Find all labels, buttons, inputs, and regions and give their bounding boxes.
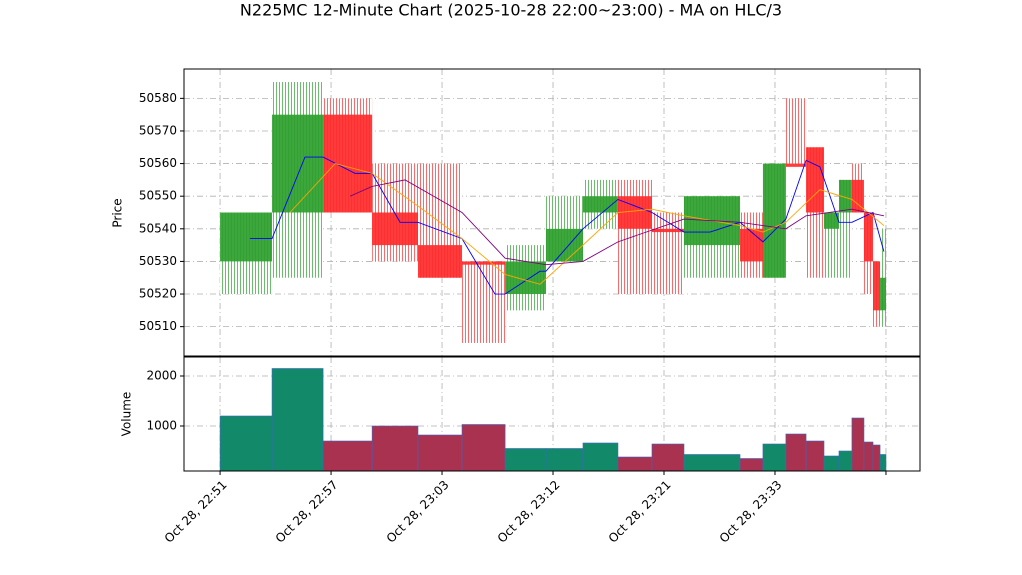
- candle-body: [417, 245, 463, 278]
- volume-bar: [863, 441, 874, 472]
- candle-body: [323, 114, 373, 213]
- x-tick-label: Oct 28, 23:12: [495, 478, 563, 546]
- candle-body: [740, 228, 763, 262]
- volume-axis-label: Volume: [120, 392, 134, 437]
- candle-body: [785, 163, 807, 167]
- candle-body: [462, 261, 506, 265]
- candle-body: [863, 212, 874, 262]
- candle-body: [220, 212, 273, 262]
- candle-body: [505, 261, 546, 295]
- volume-bar: [322, 440, 373, 472]
- y-tick-label: 50560: [139, 156, 177, 170]
- candle-wick: [651, 212, 684, 295]
- y-tick-label: 50580: [139, 91, 177, 105]
- volume-bar: [683, 454, 741, 472]
- volume-bar: [851, 417, 865, 472]
- chart-title: N225MC 12-Minute Chart (2025-10-28 22:00…: [240, 1, 782, 20]
- moving-average-line: [289, 163, 885, 285]
- candle-body: [545, 228, 583, 262]
- x-tick-label: Oct 28, 22:51: [162, 478, 230, 546]
- volume-bar: [417, 434, 463, 472]
- moving-average-line: [250, 156, 885, 295]
- volume-bar: [872, 444, 881, 472]
- moving-average-line: [349, 179, 885, 266]
- candle-body: [880, 277, 886, 311]
- volume-bar: [823, 455, 840, 472]
- x-tick-label: Oct 28, 23:21: [606, 478, 674, 546]
- candle-body: [582, 196, 618, 213]
- candle-body: [272, 114, 324, 213]
- volume-bar: [271, 368, 324, 472]
- y-tick-label: 50540: [139, 221, 177, 235]
- volume-bar: [504, 448, 547, 472]
- volume-bar: [651, 443, 685, 472]
- x-tick-label: Oct 28, 23:33: [717, 478, 785, 546]
- volume-bar: [785, 433, 807, 472]
- price-panel-frame: [183, 68, 921, 357]
- volume-bar: [739, 458, 764, 472]
- y-tick-label: 50570: [139, 123, 177, 137]
- candle-body: [806, 147, 824, 213]
- x-tick-label: Oct 28, 22:57: [273, 478, 341, 546]
- candle-body: [851, 179, 864, 213]
- y-axis-label: Price: [111, 198, 125, 227]
- volume-bar: [805, 440, 825, 472]
- candle-body: [372, 212, 418, 246]
- candle-body: [651, 228, 684, 233]
- y-tick-label: 50520: [139, 287, 177, 301]
- y-tick-label: 50510: [139, 319, 177, 333]
- candle-body: [838, 179, 852, 213]
- volume-tick-label: 2000: [146, 369, 177, 383]
- volume-bar: [582, 442, 619, 472]
- candle-wick: [462, 261, 506, 343]
- volume-panel-frame: [183, 356, 921, 472]
- volume-bar: [461, 424, 506, 472]
- y-tick-label: 50530: [139, 254, 177, 268]
- volume-bar: [762, 443, 787, 472]
- candle-wick: [785, 98, 807, 164]
- candle-body: [824, 212, 839, 229]
- volume-bar: [371, 425, 419, 472]
- x-tick-label: Oct 28, 23:03: [384, 478, 452, 546]
- volume-bar: [219, 415, 273, 472]
- volume-bar: [879, 454, 887, 472]
- volume-bar: [545, 448, 584, 472]
- y-tick-label: 50550: [139, 189, 177, 203]
- volume-tick-label: 1000: [146, 419, 177, 433]
- candle-body: [762, 163, 786, 278]
- candle-body: [873, 261, 881, 311]
- volume-bar: [617, 456, 653, 472]
- volume-bar: [838, 450, 853, 472]
